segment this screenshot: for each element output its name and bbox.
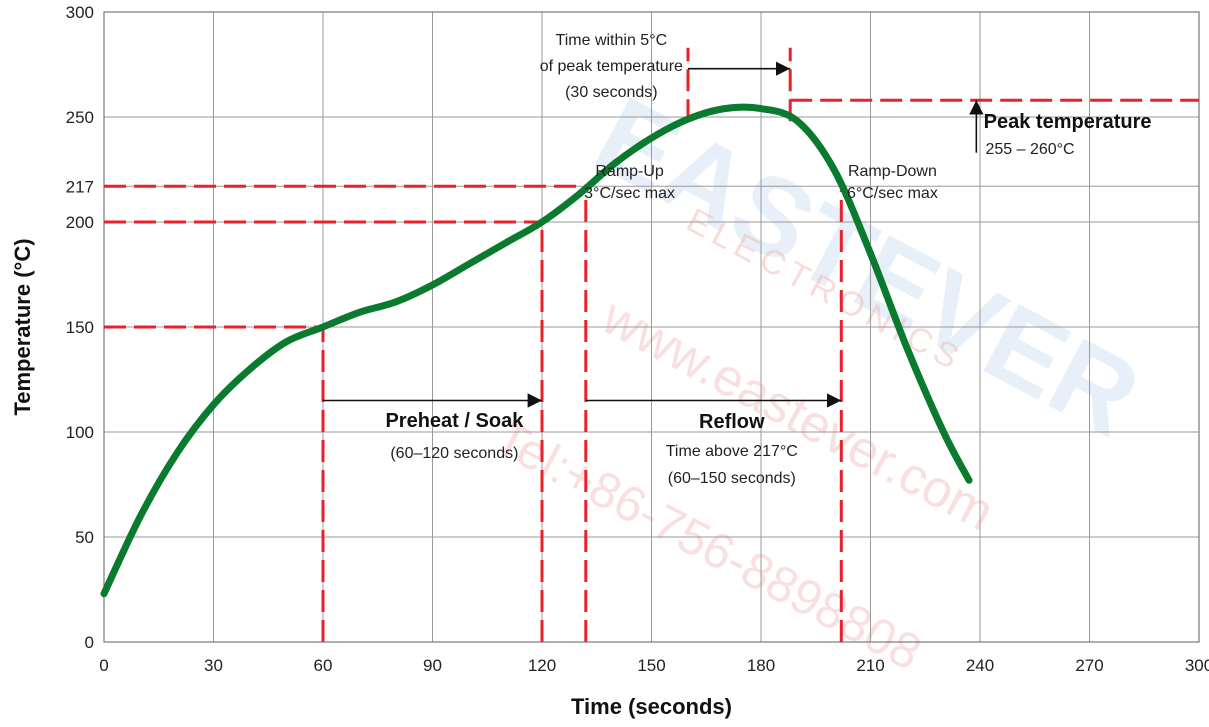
- peak-temperature-range: 255 – 260°C: [985, 141, 1074, 158]
- y-tick-label: 250: [66, 108, 94, 127]
- y-tick-label: 200: [66, 213, 94, 232]
- tick-labels: 0 30 60 90 120 150 180 210 240 270 300 0 50 100 150 200…: [66, 3, 1209, 675]
- y-tick-label: 150: [66, 318, 94, 337]
- preheat-soak-title: Preheat / Soak: [385, 410, 524, 432]
- x-tick-label: 270: [1075, 656, 1103, 675]
- y-tick-label: 50: [75, 528, 94, 547]
- x-tick-label: 0: [99, 656, 108, 675]
- x-tick-label: 210: [856, 656, 884, 675]
- x-tick-label: 300: [1185, 656, 1209, 675]
- y-tick-label: 300: [66, 3, 94, 22]
- preheat-soak-range: (60–120 seconds): [390, 445, 518, 462]
- series: [100, 103, 973, 598]
- y-axis-title: Temperature (°C): [10, 238, 35, 415]
- x-tick-label: 30: [204, 656, 223, 675]
- x-tick-label: 60: [314, 656, 333, 675]
- axis-titles: Time (seconds) Temperature (°C): [10, 238, 732, 719]
- x-tick-label: 90: [423, 656, 442, 675]
- y-tick-label: 0: [85, 633, 94, 652]
- reference-lines: [104, 47, 1199, 642]
- y-tick-label: 100: [66, 423, 94, 442]
- x-tick-label: 150: [637, 656, 665, 675]
- x-tick-label: 180: [747, 656, 775, 675]
- ramp-up-label-line-2: 3°C/sec max: [584, 185, 675, 202]
- reflow-range-label: (60–150 seconds): [668, 470, 796, 487]
- peak-window-label-line-3: (30 seconds): [565, 84, 658, 101]
- x-tick-label: 120: [528, 656, 556, 675]
- ramp-down-label-line-2: 6°C/sec max: [847, 185, 938, 202]
- temperature-profile-line: [100, 103, 973, 598]
- ramp-up-label-line-1: Ramp-Up: [595, 163, 664, 180]
- watermark: EASTEVERELECTRONICSwww.eastever.comTel:+…: [486, 73, 1159, 681]
- reflow-title: Reflow: [699, 411, 765, 433]
- x-tick-label: 240: [966, 656, 994, 675]
- x-axis-title: Time (seconds): [571, 694, 732, 719]
- peak-window-label-line-1: Time within 5°C: [556, 32, 668, 49]
- annotations: Time within 5°C of peak temperature (30 se…: [385, 32, 1151, 487]
- arrows: [323, 61, 984, 408]
- ramp-down-label-line-1: Ramp-Down: [848, 163, 937, 180]
- peak-temperature-title: Peak temperature: [984, 111, 1152, 133]
- reflow-time-above-label: Time above 217°C: [666, 443, 798, 460]
- y-tick-label: 217: [66, 177, 94, 196]
- peak-window-label-line-2: of peak temperature: [540, 58, 683, 75]
